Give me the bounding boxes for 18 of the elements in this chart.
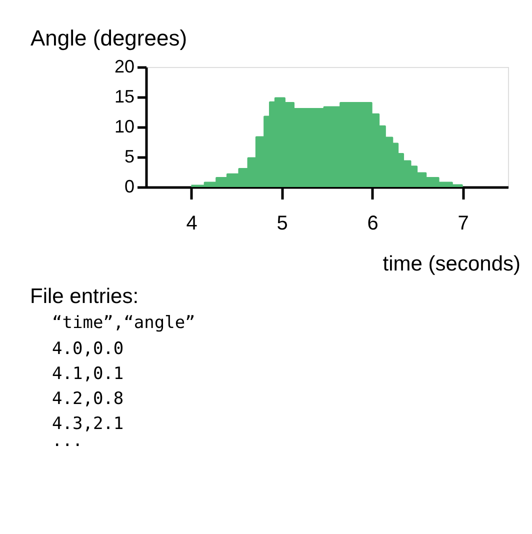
x-tick-label: 5 — [276, 212, 288, 234]
text: “time”,“angle” — [52, 313, 196, 333]
y-tick-label: 10 — [114, 116, 134, 136]
text: 4.2,0.8 — [52, 389, 124, 409]
x-axis-title: time (seconds) — [382, 252, 520, 276]
y-tick-label: 15 — [114, 86, 134, 106]
y-axis-title: Angle (degrees) — [30, 26, 188, 50]
x-tick-label: 7 — [458, 212, 469, 234]
text: File entries: — [30, 285, 139, 308]
text: 4.3,2.1 — [52, 414, 124, 434]
x-tick-label: 6 — [367, 212, 378, 234]
text: ... — [52, 431, 83, 451]
y-tick-label: 20 — [114, 56, 134, 76]
x-tick-label: 4 — [186, 212, 198, 234]
y-tick-label: 5 — [124, 146, 134, 166]
text: 4.1,0.1 — [52, 364, 124, 384]
y-tick-label: 0 — [124, 176, 134, 196]
text: 4.0,0.0 — [52, 339, 124, 359]
